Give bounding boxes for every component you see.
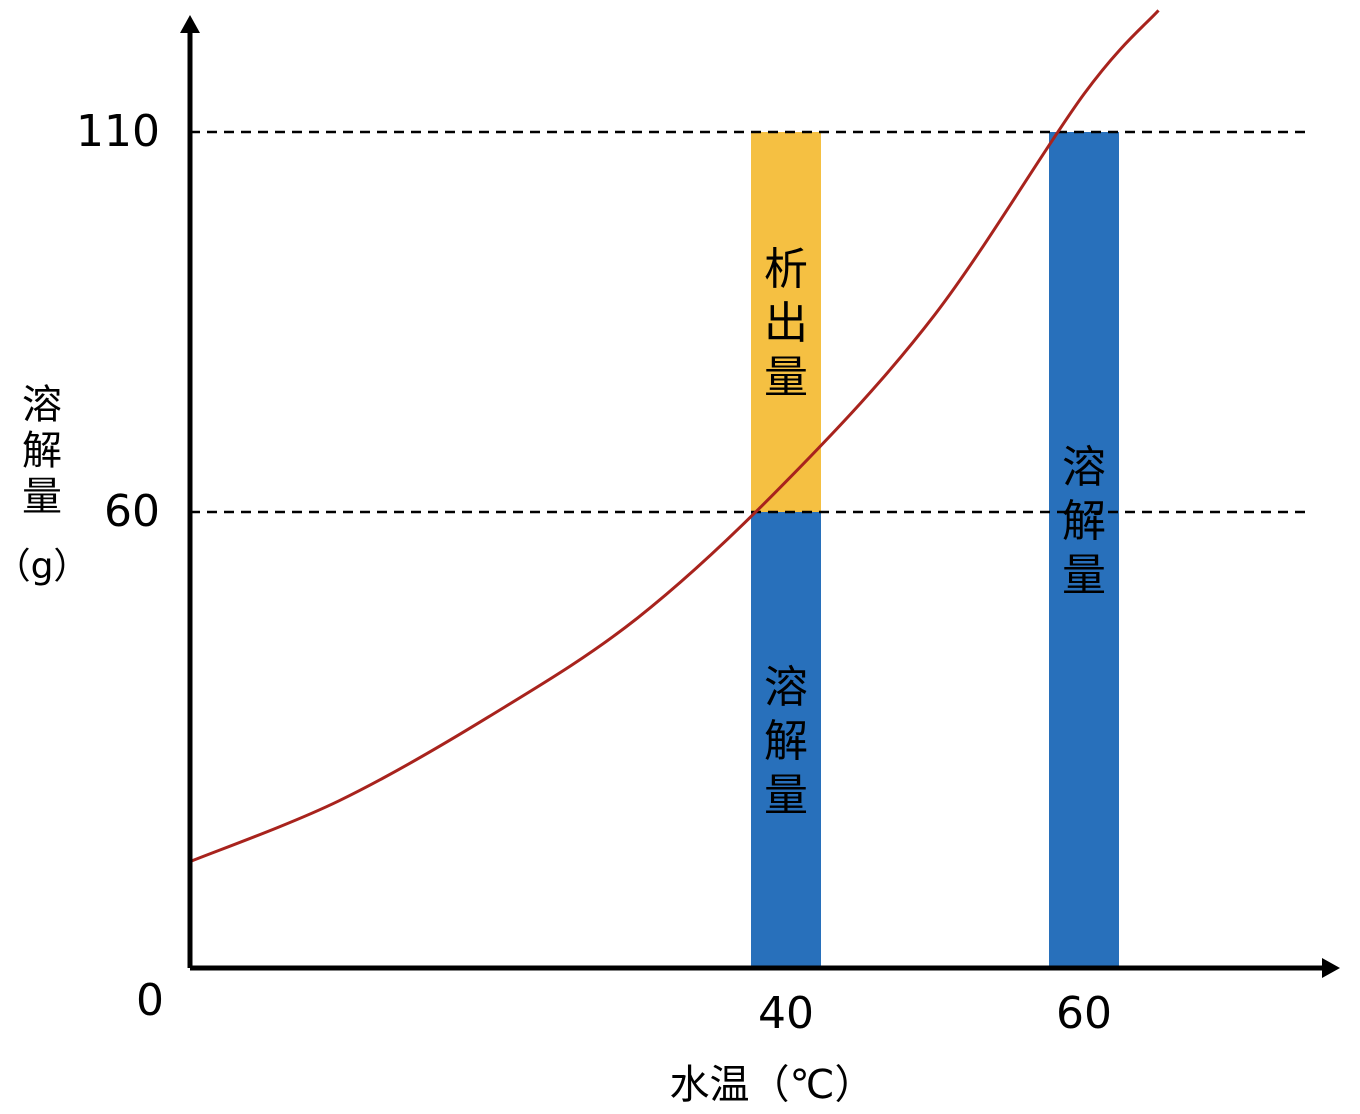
y-tick-label: 110	[76, 106, 160, 157]
y-axis-arrow	[180, 15, 200, 33]
x-axis-arrow	[1322, 958, 1340, 978]
origin-label: 0	[136, 975, 164, 1026]
x-tick-label: 60	[1056, 988, 1112, 1039]
solubility-curve	[189, 9, 1160, 863]
bar-segment-label: 析出量	[764, 244, 808, 403]
y-axis-title: 溶解量（g）	[0, 382, 89, 587]
bar-segment	[751, 512, 821, 968]
bar-segment	[1049, 132, 1119, 968]
x-tick-label: 40	[758, 988, 814, 1039]
bar-segment-label: 溶解量	[1062, 442, 1106, 601]
y-tick-label: 60	[104, 486, 160, 537]
x-axis-title: 水温（℃）	[670, 1062, 875, 1108]
bar-segment	[751, 132, 821, 512]
bar-segment-label: 溶解量	[764, 662, 808, 821]
